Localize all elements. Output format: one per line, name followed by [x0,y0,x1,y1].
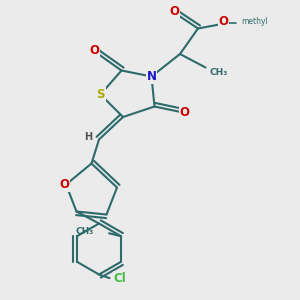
Text: O: O [59,178,70,191]
Text: CH₃: CH₃ [209,68,227,77]
Text: O: O [179,106,190,119]
Text: O: O [218,14,229,28]
Text: O: O [169,5,179,19]
Text: CH₃: CH₃ [76,227,94,236]
Text: Cl: Cl [114,272,126,285]
Text: O: O [89,44,100,58]
Text: S: S [96,88,105,101]
Text: methyl: methyl [242,16,268,26]
Text: H: H [84,131,93,142]
Text: N: N [146,70,157,83]
